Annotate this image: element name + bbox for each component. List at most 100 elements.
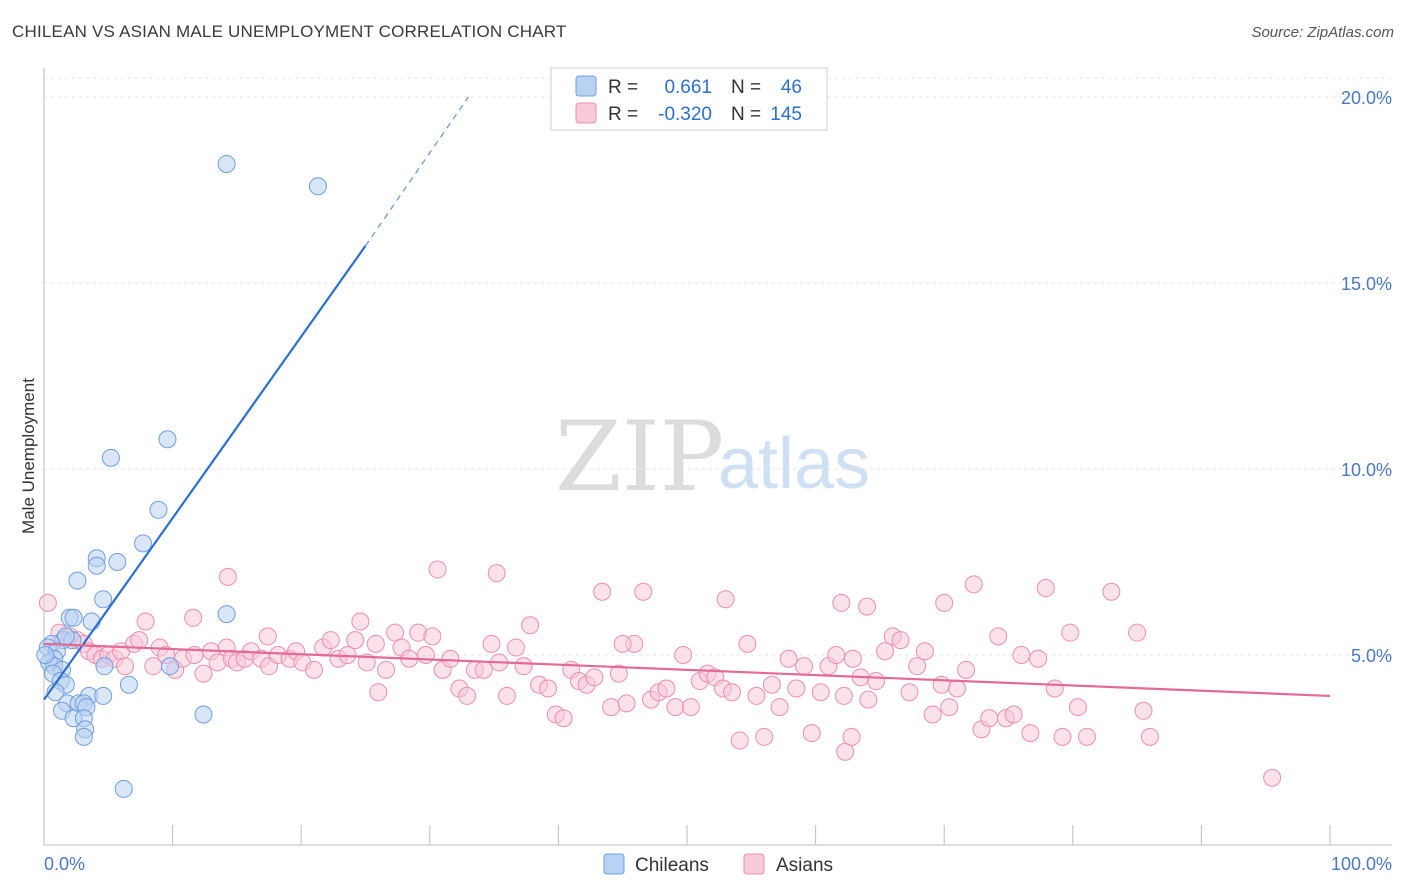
y-tick-label: 20.0% xyxy=(1341,88,1392,108)
chilean-point xyxy=(308,177,327,196)
chilean-point xyxy=(74,727,93,746)
legend-n-label-1: N = xyxy=(731,77,761,98)
asian-point xyxy=(867,672,886,691)
asian-point xyxy=(989,627,1008,646)
asian-point xyxy=(613,634,632,653)
asian-point xyxy=(666,698,685,717)
asian-point xyxy=(811,683,830,702)
asian-point xyxy=(1036,579,1055,598)
asian-point xyxy=(351,612,370,631)
asians-points xyxy=(38,560,1282,787)
chileans-points xyxy=(36,154,327,798)
asian-point xyxy=(1134,701,1153,720)
chilean-point xyxy=(119,675,138,694)
watermark-zip: ZIP xyxy=(555,401,724,513)
asian-point xyxy=(755,727,774,746)
asian-point xyxy=(218,567,237,586)
asian-point xyxy=(1004,705,1023,724)
chilean-point xyxy=(68,571,87,590)
asian-point xyxy=(258,627,277,646)
asian-point xyxy=(1128,623,1147,642)
chilean-point xyxy=(82,612,101,631)
legend-n-label-2: N = xyxy=(731,104,761,125)
chilean-point xyxy=(87,556,106,575)
bottom-swatch-chileans xyxy=(603,853,625,875)
asian-point xyxy=(609,664,628,683)
asian-point xyxy=(964,575,983,594)
asian-point xyxy=(716,590,735,609)
asian-point xyxy=(932,675,951,694)
asian-point xyxy=(377,660,396,679)
asian-point xyxy=(346,631,365,650)
asian-point xyxy=(416,646,435,664)
chilean-point xyxy=(134,534,153,553)
asian-point xyxy=(441,649,460,668)
asians-trend-line xyxy=(43,642,1331,698)
asian-point xyxy=(674,646,693,664)
asian-point xyxy=(474,660,493,679)
legend-r-label-1: R = xyxy=(608,77,638,98)
chileans-trend-line xyxy=(43,245,367,701)
asian-point xyxy=(634,582,653,601)
asian-point xyxy=(834,686,853,705)
asian-point xyxy=(321,631,340,650)
chilean-point xyxy=(94,686,113,705)
asian-point xyxy=(38,593,57,612)
asian-point xyxy=(1029,649,1048,668)
asian-point xyxy=(1068,698,1087,717)
chilean-point xyxy=(101,448,120,467)
asian-point xyxy=(723,683,742,702)
asian-point xyxy=(908,657,927,676)
asian-point xyxy=(194,664,213,683)
asian-point xyxy=(539,679,558,698)
asian-point xyxy=(876,642,895,661)
chilean-point xyxy=(64,608,83,627)
asian-point xyxy=(1021,724,1040,743)
asian-point xyxy=(1263,768,1282,787)
bottom-legend: Chileans Asians xyxy=(603,853,833,876)
asian-point xyxy=(428,560,447,579)
trend-lines xyxy=(43,96,1331,701)
asian-point xyxy=(1140,727,1159,746)
asian-point xyxy=(1053,727,1072,746)
asian-point xyxy=(497,686,516,705)
grid xyxy=(44,77,1392,656)
asian-point xyxy=(593,582,612,601)
legend-box: R = 0.661 N = 46 R = -0.320 N = 145 xyxy=(550,67,828,131)
asian-point xyxy=(935,593,954,612)
asian-point xyxy=(842,727,861,746)
asian-point xyxy=(891,631,910,650)
asian-point xyxy=(957,660,976,679)
asian-point xyxy=(1012,646,1031,664)
bottom-legend-chileans: Chileans xyxy=(635,855,709,876)
asian-point xyxy=(657,679,676,698)
legend-swatch-chileans xyxy=(575,75,597,97)
asian-point xyxy=(585,668,604,687)
asian-point xyxy=(802,724,821,743)
chart-title: CHILEAN VS ASIAN MALE UNEMPLOYMENT CORRE… xyxy=(12,22,567,41)
asian-point xyxy=(423,627,442,646)
asian-point xyxy=(980,709,999,728)
asian-point xyxy=(681,698,700,717)
asian-point xyxy=(1102,582,1121,601)
asian-point xyxy=(136,612,155,631)
legend-swatch-asians xyxy=(575,102,597,124)
asian-point xyxy=(1061,623,1080,642)
asian-point xyxy=(858,597,877,616)
asian-point xyxy=(730,731,749,750)
chilean-point xyxy=(95,657,114,676)
asian-point xyxy=(386,623,405,642)
asian-point xyxy=(747,686,766,705)
y-tick-label: 15.0% xyxy=(1341,274,1392,294)
legend-n-value-2: 145 xyxy=(770,104,802,125)
asian-point xyxy=(369,683,388,702)
asian-point xyxy=(795,657,814,676)
legend-r-value-2: -0.320 xyxy=(658,104,712,125)
legend-r-value-1: 0.661 xyxy=(664,77,712,98)
y-tick-labels: 5.0% 10.0% 15.0% 20.0% xyxy=(1341,88,1392,666)
asian-point xyxy=(366,634,385,653)
source-label: Source: ZipAtlas.com xyxy=(1251,24,1394,41)
asian-point xyxy=(762,675,781,694)
bottom-legend-asians: Asians xyxy=(776,855,833,876)
